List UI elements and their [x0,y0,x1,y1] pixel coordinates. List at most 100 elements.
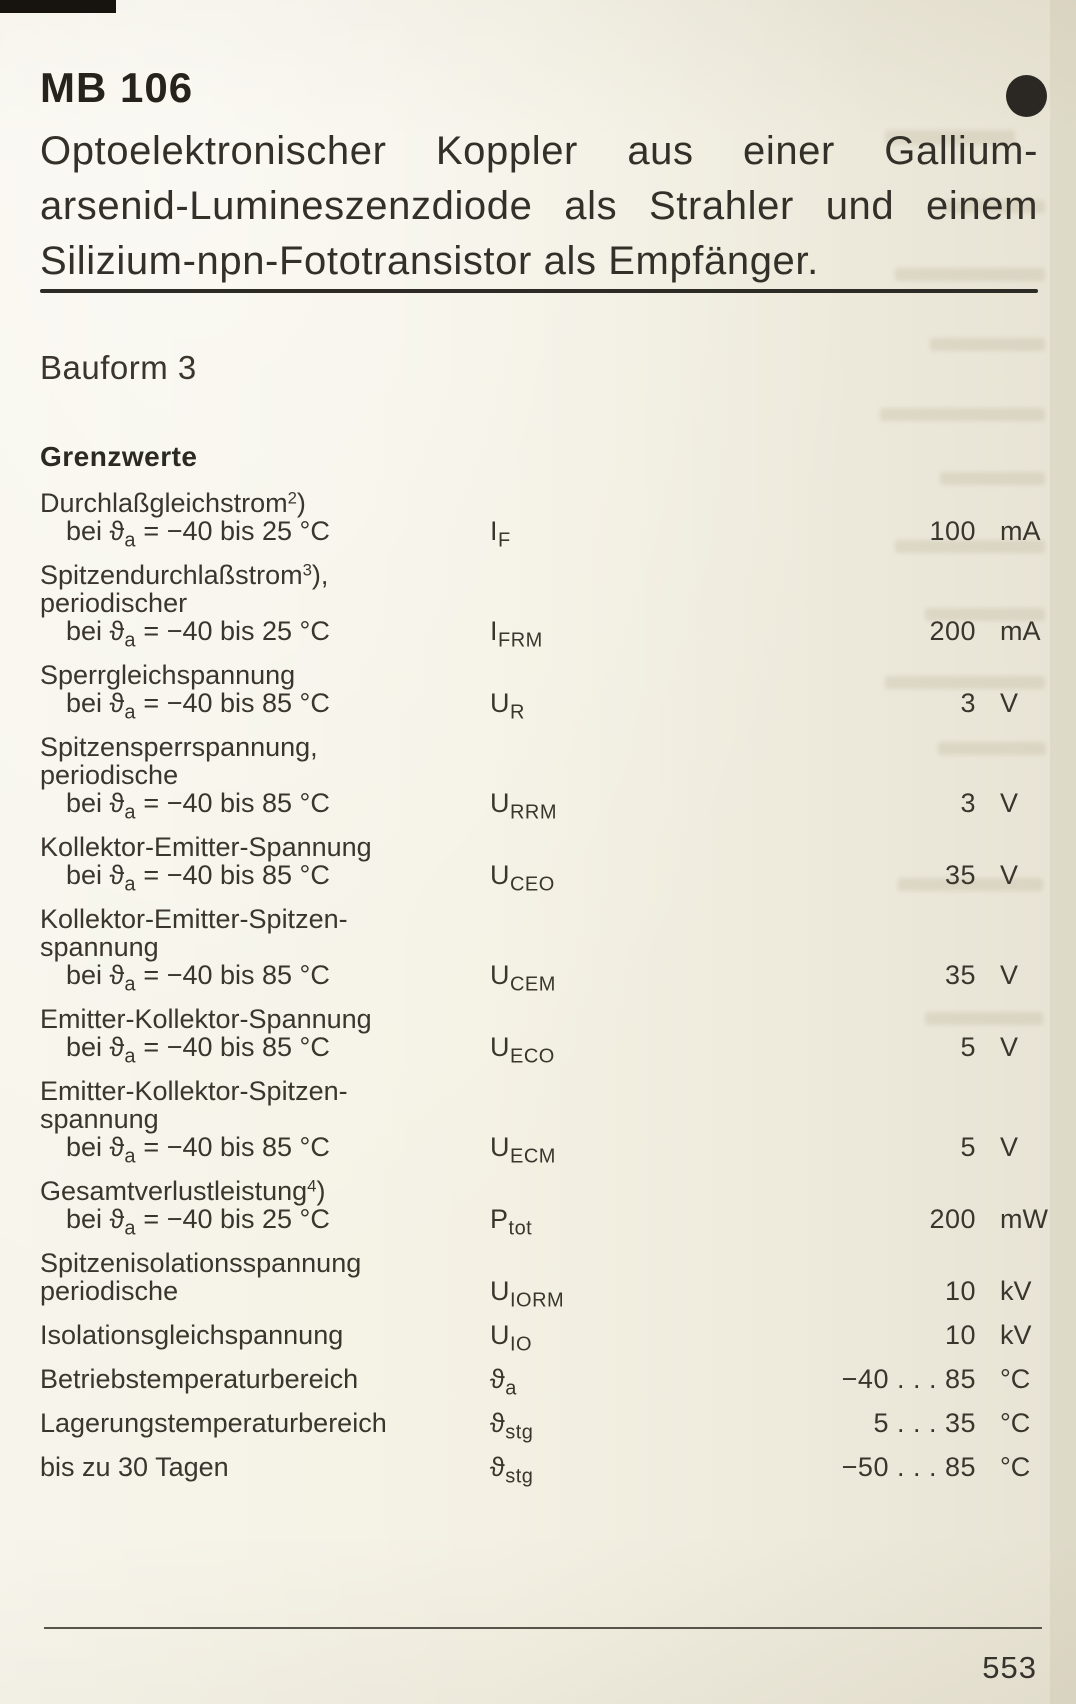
limit-unit: V [1000,860,1019,890]
parameter-symbol: IFRM [490,616,543,652]
bleedthrough-artifact [945,200,1045,213]
limit-value: 10 [944,1320,976,1350]
condition: bei ϑa = −40 bis 85 °C [66,1032,330,1068]
bleedthrough-artifact [885,676,1045,689]
bleedthrough-artifact [895,268,1045,281]
limit-row: Spitzendurchlaßstrom3), periodischer bei… [40,560,1046,652]
parameter-symbol: ϑstg [490,1408,534,1444]
limit-unit: V [1000,960,1019,990]
section-heading: Grenzwerte [40,441,198,472]
footnote-ref: 2 [287,488,297,508]
parameter-name: periodischer [40,588,188,618]
description-line: Optoelektronischer Koppler aus einer Gal… [40,129,1038,173]
limit-unit: °C [1000,1364,1031,1394]
condition: bei ϑa = −40 bis 25 °C [66,516,330,552]
product-description: Optoelektronischer Koppler aus einer Gal… [40,124,1038,289]
limit-value: −50 . . . 85 [841,1452,976,1482]
limit-unit: °C [1000,1452,1031,1482]
limit-value: 3 [960,788,976,818]
limit-value: 100 [929,516,976,546]
parameter-symbol: ϑa [490,1364,517,1400]
condition: bei ϑa = −40 bis 85 °C [66,860,330,896]
limit-row: Emitter-Kollektor-Spannung bei ϑa = −40 … [40,1004,1046,1068]
parameter-name: spannung [40,1104,159,1134]
parameter-name: Gesamtverlustleistung4) [40,1176,326,1206]
limit-value: −40 . . . 85 [841,1364,976,1394]
parameter-name: Durchlaßgleichstrom2) [40,488,306,518]
bleedthrough-artifact [925,608,1045,621]
condition: bei ϑa = −40 bis 85 °C [66,1132,330,1168]
bleedthrough-artifact [938,742,1046,755]
footnote-ref: 3 [302,560,312,580]
limit-row: Durchlaßgleichstrom2) bei ϑa = −40 bis 2… [40,488,1046,552]
bleedthrough-artifact [885,130,1015,145]
parameter-symbol: Ptot [490,1204,533,1240]
scan-edge-artifact [0,0,116,13]
limit-value: 5 . . . 35 [873,1408,976,1438]
condition: bei ϑa = −40 bis 85 °C [66,688,330,724]
parameter-symbol: URRM [490,788,557,824]
parameter-symbol: UIO [490,1320,533,1356]
page-number: 553 [982,1650,1037,1685]
description-line: Silizium-npn-Fototransistor als Empfänge… [40,239,819,283]
limit-row: Lagerungstemperaturbereich ϑstg 5 . . . … [40,1408,1046,1444]
parameter-name: bis zu 30 Tagen [40,1452,229,1482]
limit-unit: V [1000,788,1019,818]
limit-unit: °C [1000,1408,1031,1438]
limit-row: Gesamtverlustleistung4) bei ϑa = −40 bis… [40,1176,1048,1240]
parameter-name: Betriebstemperaturbereich [40,1364,359,1394]
limit-row: bis zu 30 Tagen ϑstg −50 . . . 85 °C [40,1452,1046,1488]
limit-row: Kollektor-Emitter-Spitzen- spannung bei … [40,904,1046,996]
condition: bei ϑa = −40 bis 85 °C [66,960,330,996]
limit-row: Isolationsgleichspannung UIO 10 kV [40,1320,1046,1356]
description-line: arsenid-Lumineszenzdiode als Strahler un… [40,184,1038,228]
limit-value: 10 [944,1276,976,1306]
limit-value: 5 [960,1132,976,1162]
limit-unit: mA [1000,616,1041,646]
parameter-name: Spitzendurchlaßstrom3), [40,560,329,590]
limit-row: Spitzensperrspannung, periodische bei ϑa… [40,733,1046,824]
parameter-name: Emitter-Kollektor-Spitzen- [40,1076,348,1106]
bleedthrough-artifact [880,408,1045,421]
condition: bei ϑa = −40 bis 25 °C [66,1204,330,1240]
parameter-name: spannung [40,932,159,962]
parameter-name: Lagerungstemperaturbereich [40,1408,387,1438]
limit-value: 200 [929,1204,976,1234]
parameter-name: Emitter-Kollektor-Spannung [40,1004,372,1034]
condition: bei ϑa = −40 bis 25 °C [66,616,330,652]
limit-value: 35 [944,960,976,990]
condition: bei ϑa = −40 bis 85 °C [66,788,330,824]
bleedthrough-artifact [940,472,1045,485]
limit-value: 35 [944,860,976,890]
parameter-symbol: UR [490,688,525,724]
limit-value: 200 [929,616,976,646]
limit-value: 3 [960,688,976,718]
header-divider [40,289,1038,293]
parameter-symbol: ϑstg [490,1452,534,1488]
limit-unit: kV [1000,1276,1032,1306]
parameter-name: Spitzenisolationsspannung [40,1248,362,1278]
parameter-name: periodische [40,760,179,790]
parameter-name: Kollektor-Emitter-Spitzen- [40,904,348,934]
limit-unit: mW [1000,1204,1048,1234]
limit-row: Emitter-Kollektor-Spitzen- spannung bei … [40,1076,1046,1168]
scan-edge-shade [1050,0,1076,1704]
footnote-ref: 4 [307,1176,317,1196]
limit-row: Betriebstemperaturbereich ϑa −40 . . . 8… [40,1364,1046,1400]
parameter-symbol: UCEO [490,860,555,896]
parameter-name: Kollektor-Emitter-Spannung [40,832,372,862]
filled-circle-icon [1006,75,1047,117]
parameter-symbol: UECO [490,1032,555,1068]
bleedthrough-artifact [925,1012,1043,1025]
limit-unit: V [1000,1032,1019,1062]
model-number: MB 106 [40,64,194,111]
parameter-symbol: IF [490,516,511,552]
footer-divider [44,1627,1042,1629]
limit-value: 5 [960,1032,976,1062]
parameter-symbol: UIORM [490,1276,565,1312]
bauform-label: Bauform 3 [40,349,197,386]
bleedthrough-artifact [930,338,1045,351]
limit-unit: V [1000,688,1019,718]
parameter-name: periodische [40,1276,179,1306]
limit-row: Spitzenisolationsspannung periodische UI… [40,1248,1046,1312]
